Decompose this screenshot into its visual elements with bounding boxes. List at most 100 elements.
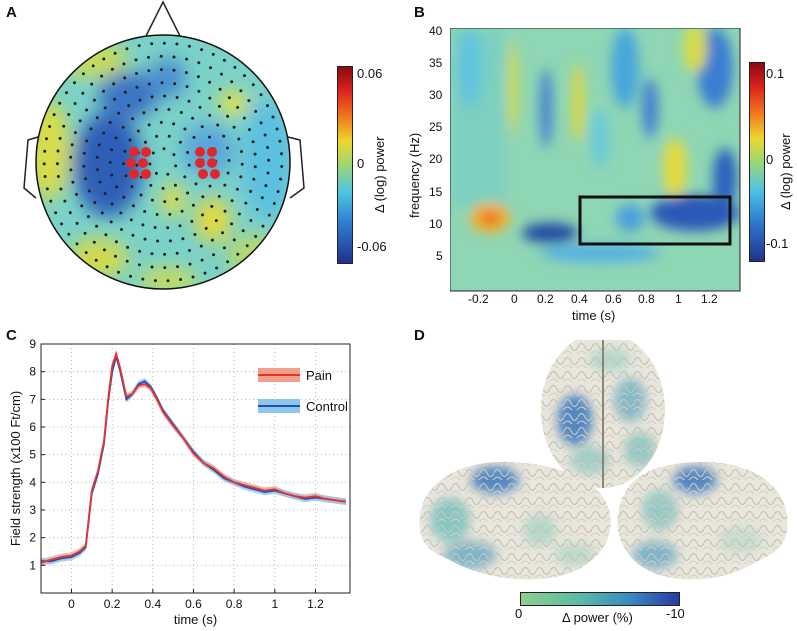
sensor-dot [113,97,117,101]
sensor-dot [188,249,191,252]
sensor-dot [148,162,152,166]
y-tick-label: 5 [29,448,36,462]
sensor-dot [155,213,159,216]
sensor-dot [43,175,47,178]
y-tick-label: 9 [29,337,36,351]
sensor-dot [175,96,179,99]
plot-frame [40,343,351,594]
sensor-dot [242,116,246,120]
sensor-dot [75,242,79,246]
sensor-dot [129,274,132,278]
sensor-dot [191,275,195,279]
tf-ytick-30: 30 [429,88,443,102]
sensor-dot [112,82,116,86]
tf-xtick-0.8: 0.8 [638,292,655,306]
sensor-dot [96,168,99,172]
sensor-dot [186,151,190,154]
colorbar-d-min-label: 0 [515,606,523,621]
sensor-dot [216,123,220,127]
x-tick-label: 1 [271,597,278,611]
sensor-dot [253,152,257,156]
sensor-dot [163,252,167,256]
region-of-interest-box [578,195,732,246]
sensor-dot [209,66,212,70]
sensor-dot [131,204,135,208]
sensor-dot [155,134,159,138]
sensor-dot [163,200,167,204]
tf-ytick-5: 5 [436,249,443,263]
sensor-dot [63,199,67,203]
sensor-dot [139,193,143,197]
sensor-dot [168,212,172,216]
sensor-dot [255,208,259,211]
sensor-dot [226,146,229,150]
panel-d-letter: D [414,327,425,344]
sensor-dot [126,245,130,249]
sensor-dot [83,231,87,235]
sensor-dot [110,202,114,206]
sensor-dot [185,57,189,61]
sensor-dot [100,74,104,78]
sensor-dot [271,115,275,119]
sensor-dot [214,219,218,223]
sensor-dot [123,90,127,94]
tf-xtick-neg0.2: -0.2 [468,292,489,306]
sensor-dot [150,42,154,46]
sensor-dot [259,93,263,97]
sensor-dot [278,139,282,143]
sensor-dot [89,127,93,131]
brain-left-view [419,461,611,580]
sensor-dot [102,89,105,93]
sensor-dot [103,248,106,252]
sensor-dot [138,98,142,102]
sensor-dot [159,54,163,58]
sensor-dot [230,199,234,203]
sensor-dot [71,180,75,184]
sensor-dot [236,105,240,109]
sensor-dot [73,102,77,105]
sensor-dot [208,184,212,188]
spectrogram-ylabel: frequency (Hz) [407,132,422,218]
sensor-dot [244,201,248,205]
sensor-dot [97,143,101,147]
sensor-dot [149,183,153,187]
sensor-dot [124,174,128,178]
brain-top-view [541,340,665,488]
sensor-dot [73,131,77,135]
sensor-dot [191,203,195,207]
sensor-dot [117,270,120,274]
colorbar-d [520,592,680,606]
sensor-dot [114,254,117,258]
colorbar-b-tick-max: 0.1 [766,66,785,81]
sensor-dot [135,72,138,75]
sensor-dot [168,239,172,243]
colorbar-a-tick-zero: 0 [357,156,365,171]
x-tick-label: 0.2 [104,597,121,611]
tf-ytick-25: 25 [429,120,443,134]
sensor-dot [159,68,163,72]
sensor-dot [69,168,73,172]
sensor-dot [115,185,118,189]
colorbar-a-tick-min: -0.06 [357,239,387,254]
sensor-dot [221,231,224,235]
sensor-dot [123,149,127,153]
sensor-dot [217,104,221,108]
sensor-dot [275,127,279,131]
y-tick-label: 2 [29,531,36,545]
sensor-dot [181,237,185,241]
sensor-dot [85,139,89,143]
sensor-dot [208,96,212,100]
sensor-dot [100,211,104,215]
sensor-dot [199,244,203,248]
sensor-dot [67,113,71,116]
sensor-dot [247,99,251,103]
chart-legend: Pain Control [258,368,348,414]
sensor-dot [184,71,188,75]
sensor-dot [254,109,258,113]
sensor-dot [223,209,227,213]
sensor-dot [260,196,264,200]
sensor-dot [85,108,89,112]
sensor-dot [81,91,85,95]
sensor-dot [175,42,179,46]
sensor-dot [70,143,74,147]
